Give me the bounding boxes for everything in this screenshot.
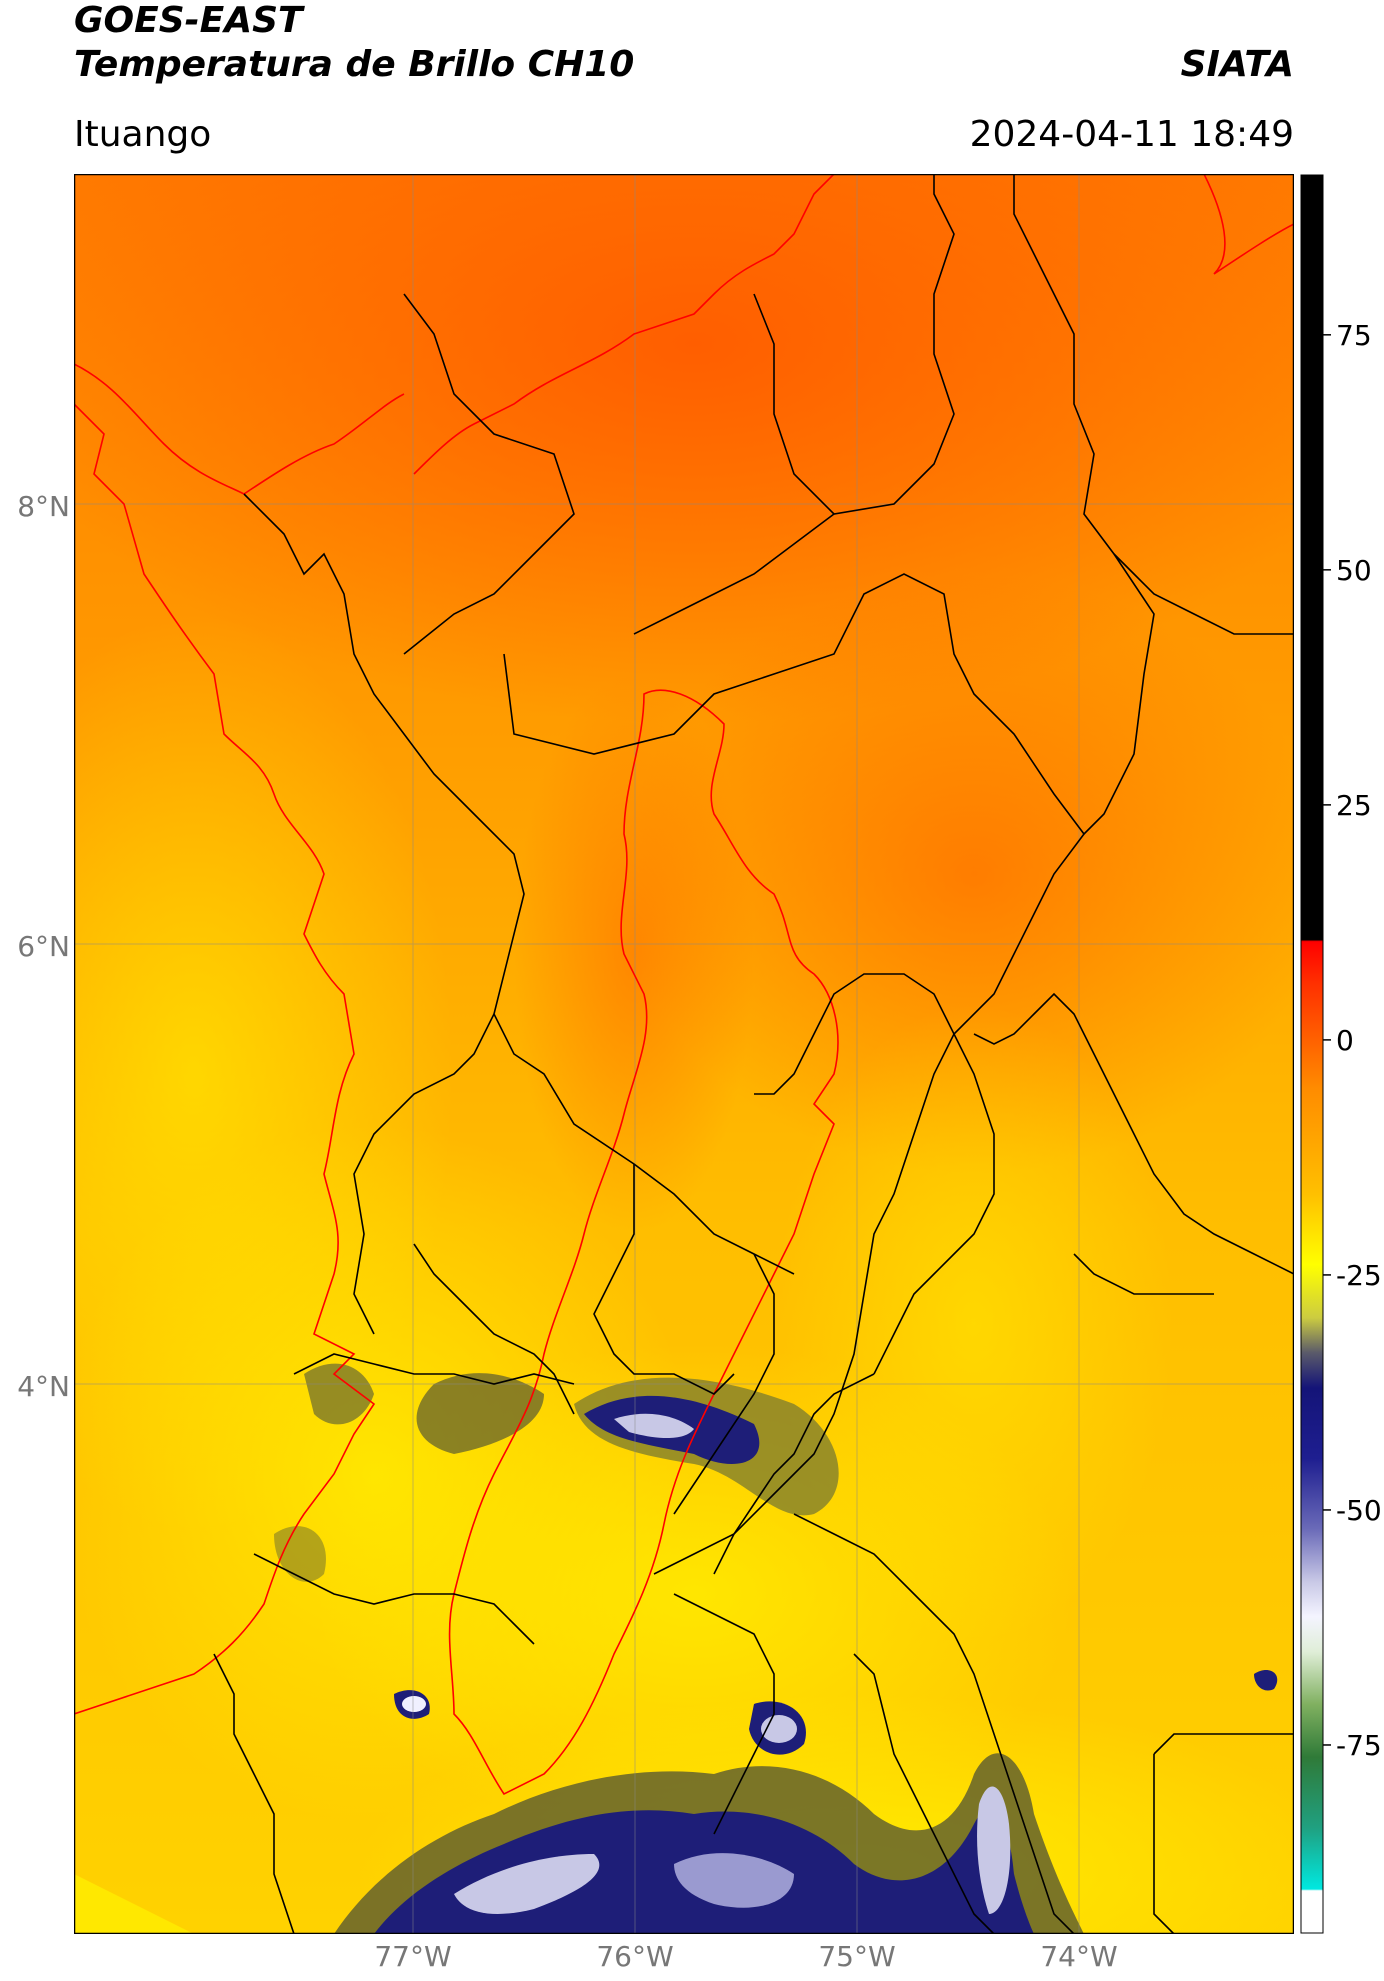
- brightness-field: [74, 174, 1294, 1934]
- satellite-title: GOES-EAST: [74, 0, 303, 41]
- colorbar-ticks: 75 50 25 0 -25 -50 -75: [1323, 319, 1382, 1762]
- gridlines: [74, 174, 1294, 1934]
- satellite-map: [74, 174, 1294, 1934]
- colorbar: 75 50 25 0 -25 -50 -75: [1300, 174, 1382, 1934]
- cold-cloud-cells: [74, 1363, 1278, 1934]
- datetime-label: 2024-04-11 18:49: [969, 114, 1294, 155]
- brand-label: SIATA: [1180, 44, 1294, 85]
- colorbar-tick-label: -50: [1336, 1494, 1382, 1527]
- admin-borders: [213, 174, 1294, 1934]
- product-title: Temperatura de Brillo CH10: [74, 44, 635, 85]
- title-block: GOES-EAST Temperatura de Brillo CH10 SIA…: [74, 0, 1294, 160]
- map-frame: [74, 174, 1294, 1934]
- lat-tick-4: 4°N: [17, 1370, 70, 1403]
- lon-tick-75: 75°W: [818, 1940, 896, 1973]
- lon-tick-74: 74°W: [1040, 1940, 1118, 1973]
- lon-tick-77: 77°W: [374, 1940, 452, 1973]
- lat-tick-8: 8°N: [17, 490, 70, 523]
- colorbar-tick-label: 0: [1336, 1024, 1354, 1057]
- colorbar-tick-label: -25: [1336, 1259, 1382, 1292]
- colorbar-gradient: [1300, 174, 1324, 1934]
- colorbar-tick-label: 25: [1336, 789, 1372, 822]
- location-label: Ituango: [74, 114, 212, 155]
- coastline: [74, 174, 1294, 1796]
- colorbar-tick-label: 75: [1336, 319, 1372, 352]
- lat-tick-6: 6°N: [17, 930, 70, 963]
- colorbar-tick-label: -75: [1336, 1729, 1382, 1762]
- colorbar-tick-label: 50: [1336, 554, 1372, 587]
- lon-tick-76: 76°W: [596, 1940, 674, 1973]
